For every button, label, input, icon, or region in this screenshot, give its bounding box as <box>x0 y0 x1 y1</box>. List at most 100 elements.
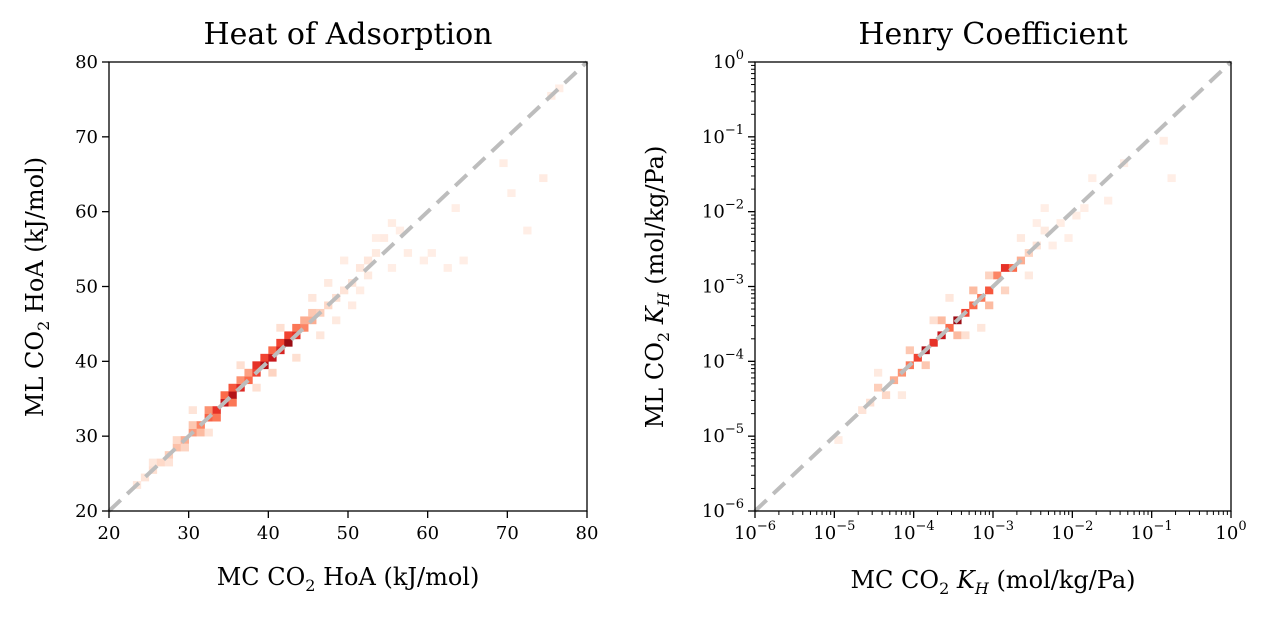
heatmap-cell <box>937 316 946 325</box>
kh-ytick-label: 10−2 <box>702 198 744 223</box>
heatmap-cell <box>539 174 548 183</box>
hoa-ylabel: ML CO2 HoA (kJ/mol) <box>21 157 53 417</box>
heatmap-cell <box>499 159 508 168</box>
heatmap-cell <box>340 286 349 295</box>
heatmap-cell <box>523 226 532 235</box>
heatmap-cell <box>220 391 229 400</box>
heatmap-cell <box>451 204 460 212</box>
heatmap-cell <box>555 84 564 93</box>
kh-title: Henry Coefficient <box>858 17 1127 52</box>
heatmap-cell <box>363 271 373 280</box>
heatmap-cell <box>913 353 922 362</box>
kh-ytick-exponent: −2 <box>725 198 744 213</box>
heatmap-cell <box>1032 219 1041 227</box>
heatmap-cell <box>316 331 325 340</box>
heatmap-cell <box>1048 241 1057 250</box>
heatmap-cell <box>332 316 341 325</box>
kh-ytick-exponent: −3 <box>725 273 744 288</box>
heatmap-cell <box>1000 264 1010 272</box>
hoa-ytick-label: 40 <box>75 351 98 372</box>
hoa-xtick-label: 70 <box>496 523 519 544</box>
kh-ylabel: ML CO2 KH (mol/kg/Pa) <box>641 146 673 429</box>
kh-ytick-exponent: −6 <box>725 497 744 512</box>
heatmap-cell <box>1024 271 1033 280</box>
heatmap-cell <box>300 316 309 325</box>
heatmap-cell <box>156 458 166 467</box>
heatmap-cell <box>403 249 413 257</box>
kh-ytick-exponent: −1 <box>725 123 744 138</box>
kh-xtick-exponent: −3 <box>995 519 1014 534</box>
hoa-xtick-label: 40 <box>257 523 280 544</box>
heatmap-cell <box>308 293 317 302</box>
heatmap-cell <box>977 323 986 332</box>
heatmap-cell <box>1104 196 1113 205</box>
heatmap-cell <box>236 361 245 370</box>
hoa-ytick-label: 20 <box>75 501 98 522</box>
heatmap-cell <box>945 323 954 332</box>
kh-xtick-exponent: −4 <box>916 519 935 534</box>
heatmap-cell <box>969 301 978 310</box>
heatmap-cell <box>387 264 397 272</box>
heatmap-cell <box>507 189 516 197</box>
hoa-xtick-label: 20 <box>98 523 121 544</box>
heatmap-cell <box>1159 136 1168 145</box>
heatmap-cell <box>905 346 914 355</box>
heatmap-cell <box>292 353 301 362</box>
heatmap-cell <box>348 301 357 310</box>
heatmap-cell <box>276 338 285 347</box>
kh-ytick-label: 10−6 <box>702 497 744 522</box>
kh-ytick-exponent: −5 <box>725 422 744 437</box>
kh-xlabel: MC CO2 KH (mol/kg/Pa) <box>850 566 1135 598</box>
kh-ticks: 10−6 10−5 10−4 10−3 10−2 10−1 100 10−6 10−5 10−4 1… <box>702 48 1247 544</box>
heatmap-cell <box>1064 234 1073 242</box>
hoa-ytick-label: 50 <box>75 277 98 298</box>
heatmap-cell <box>1088 174 1097 183</box>
heatmap-cell <box>324 279 333 287</box>
heatmap-cell <box>244 368 253 377</box>
kh-heatmap <box>834 136 1176 444</box>
heatmap-cell <box>196 428 205 437</box>
heatmap-cell <box>379 234 389 242</box>
heatmap-cell <box>140 473 150 482</box>
heatmap-cell <box>459 256 468 265</box>
heatmap-cell <box>929 338 938 347</box>
heatmap-cell <box>443 264 452 272</box>
kh-ytick-label: 100 <box>713 48 744 73</box>
hoa-xlabel: MC CO2 HoA (kJ/mol) <box>217 563 480 595</box>
heatmap-cell <box>419 256 428 265</box>
heatmap-cell <box>985 301 994 310</box>
heatmap-cell <box>1040 226 1049 235</box>
heatmap-cell <box>1016 234 1026 242</box>
heatmap-cell <box>874 368 883 377</box>
heatmap-cell <box>284 338 293 347</box>
heatmap-cell <box>921 361 930 370</box>
kh-xtick-exponent: −6 <box>757 519 776 534</box>
heatmap-cell <box>874 383 883 392</box>
heatmap-cell <box>284 331 293 340</box>
hoa-ytick-label: 80 <box>75 52 98 73</box>
kh-xtick-label: 10−1 <box>1131 519 1173 544</box>
heatmap-cell <box>395 226 405 235</box>
heatmap-cell <box>945 293 954 302</box>
hoa-parity-line <box>107 60 589 513</box>
heatmap-cell <box>1040 204 1049 212</box>
heatmap-cell <box>985 271 994 280</box>
heatmap-cell <box>300 323 309 332</box>
heatmap-cell <box>228 398 237 407</box>
kh-ytick-label: 10−1 <box>702 123 744 148</box>
kh-xtick-label: 10−3 <box>972 519 1014 544</box>
kh-xtick-exponent: −2 <box>1074 519 1093 534</box>
heatmap-cell <box>252 383 261 392</box>
kh-parity-line <box>753 60 1233 513</box>
heatmap-cell <box>961 331 970 340</box>
heatmap-cell <box>308 308 317 317</box>
heatmap-cell <box>292 323 301 332</box>
heatmap-cell <box>1056 219 1065 227</box>
kh-ytick-label: 10−4 <box>702 347 744 372</box>
heatmap-cell <box>881 391 891 400</box>
heatmap-cell <box>260 353 269 362</box>
kh-xtick-exponent: −1 <box>1154 519 1173 534</box>
kh-ytick-exponent: −4 <box>725 347 744 362</box>
heatmap-cell <box>1167 174 1176 183</box>
